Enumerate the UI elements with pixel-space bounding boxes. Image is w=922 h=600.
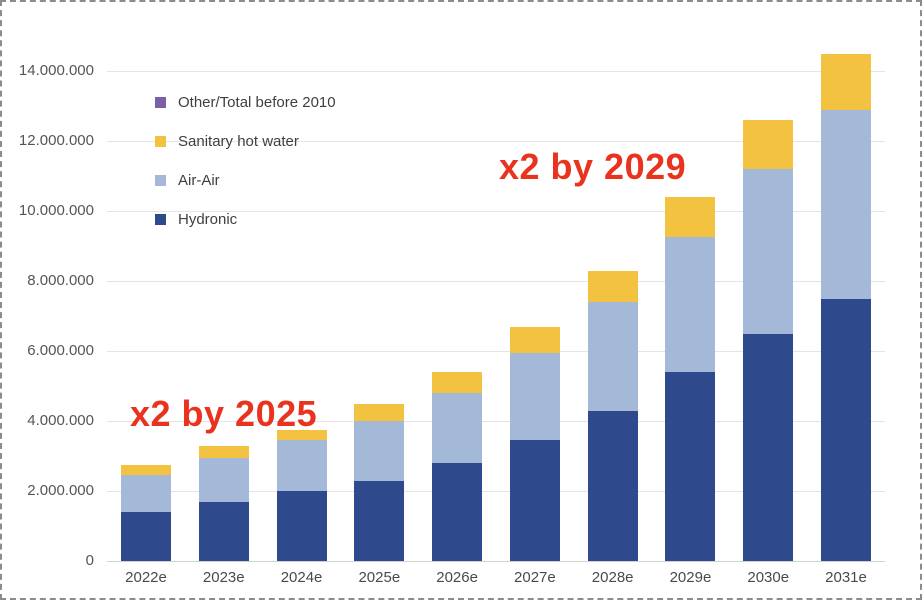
legend-label: Sanitary hot water [178,133,299,150]
bar-segment-2030e-hydronic [743,333,794,561]
x-axis-tick-label: 2029e [669,569,712,586]
y-axis-tick-label: 4.000.000 [27,412,94,429]
gridline [107,561,885,562]
gridline [107,421,885,422]
y-axis-tick-label: 10.000.000 [18,202,94,219]
gridline [107,281,885,282]
y-axis-tick-label: 8.000.000 [27,272,94,289]
bar-segment-2022e-air-air [121,475,171,512]
bar-segment-2031e-sanitary-hot-water [821,53,871,110]
legend-swatch-icon [155,175,166,186]
bar-segment-2031e-hydronic [821,298,871,561]
bar-segment-2022e-sanitary-hot-water [121,464,171,476]
bar-segment-2028e-hydronic [587,410,638,561]
x-axis-tick-label: 2030e [747,569,790,586]
legend-item-hydronic: Hydronic [155,211,336,228]
x-axis-tick-label: 2024e [280,569,323,586]
gridline [107,211,885,212]
bar-segment-2029e-hydronic [665,372,716,561]
legend-label: Hydronic [178,211,238,228]
x-axis-tick-label: 2028e [591,569,634,586]
x-axis-tick-label: 2031e [825,569,867,586]
x-axis-tick-label: 2025e [358,569,401,586]
bar-segment-2030e-air-air [743,169,794,334]
legend: Other/Total before 2010 Sanitary hot wate… [155,94,336,250]
bar-segment-2024e-sanitary-hot-water [276,429,327,441]
bar-segment-2026e-sanitary-hot-water [432,372,483,393]
x-axis-tick-label: 2023e [202,569,245,586]
annotation-x2-by-2029: x2 by 2029 [499,146,687,187]
bar-segment-2024e-air-air [276,440,327,491]
legend-swatch-icon [155,136,166,147]
legend-swatch-icon [155,97,166,108]
gridline [107,351,885,352]
annotation-x2-by-2025: x2 by 2025 [130,393,318,434]
y-axis-tick-label: 14.000.000 [18,62,94,79]
legend-item-other-total-before-2010: Other/Total before 2010 [155,94,336,111]
legend-swatch-icon [155,214,166,225]
legend-label: Air-Air [178,172,220,189]
y-axis-tick-label: 6.000.000 [27,342,94,359]
bar-segment-2029e-sanitary-hot-water [665,197,716,238]
bar-segment-2027e-air-air [509,352,560,441]
bar-segment-2027e-sanitary-hot-water [509,326,560,353]
y-axis-tick-label: 2.000.000 [27,482,94,499]
bar-segment-2029e-air-air [665,237,716,372]
bar-segment-2026e-air-air [432,393,483,463]
bar-segment-2026e-hydronic [432,463,483,561]
bar-segment-2028e-sanitary-hot-water [587,270,638,302]
bar-segment-2025e-hydronic [354,480,405,561]
bar-segment-2024e-hydronic [276,491,327,561]
bar-segment-2022e-hydronic [121,512,171,561]
bar-segment-2025e-air-air [354,421,405,481]
bar-segment-2023e-hydronic [198,501,249,561]
bar-segment-2027e-hydronic [509,440,560,561]
gridline [107,491,885,492]
y-axis-tick-label: 0 [85,552,94,569]
legend-item-air-air: Air-Air [155,172,336,189]
y-axis-tick-label: 12.000.000 [18,132,94,149]
x-axis-tick-label: 2026e [436,569,478,586]
bar-segment-2028e-air-air [587,302,638,411]
legend-label: Other/Total before 2010 [178,94,336,111]
x-axis-tick-label: 2022e [125,569,167,586]
bar-segment-2030e-sanitary-hot-water [743,120,794,169]
bar-segment-2023e-sanitary-hot-water [198,445,249,458]
bar-segment-2023e-air-air [198,457,249,502]
gridline [107,141,885,142]
gridline [107,71,885,72]
bar-segment-2031e-air-air [821,109,871,299]
bar-segment-2025e-sanitary-hot-water [354,403,405,421]
legend-item-sanitary-hot-water: Sanitary hot water [155,133,336,150]
x-axis-tick-label: 2027e [514,569,556,586]
